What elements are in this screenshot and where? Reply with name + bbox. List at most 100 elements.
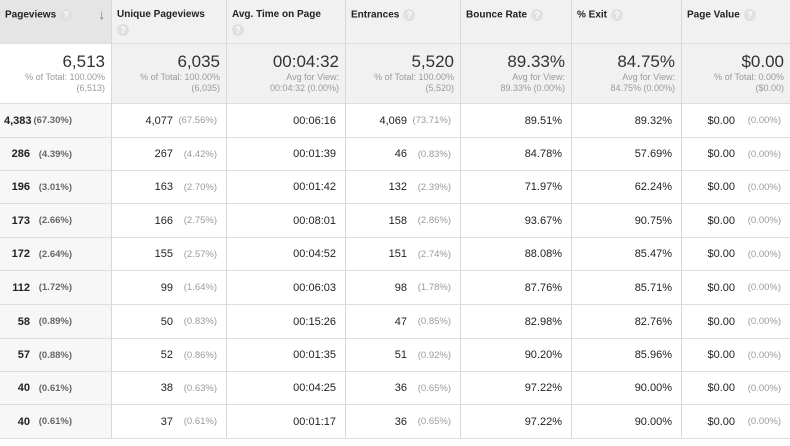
total-value: 00:04:32 (272, 52, 339, 71)
pageviews-value: 40 (17, 415, 30, 428)
page-value-value: $0.00 (707, 281, 735, 294)
page-value-percent: (0.00%) (747, 382, 781, 394)
pageviews-percent: (0.61%) (38, 416, 72, 427)
page-value-value: $0.00 (707, 415, 735, 428)
cell-entrances: 46 (0.83%) (346, 138, 461, 171)
total-percent: Avg for View: (512, 72, 565, 82)
unique-pageviews-value: 166 (154, 214, 173, 227)
cell-bounce-rate: 82.98% (461, 305, 572, 339)
entrances-percent: (0.65%) (417, 382, 451, 394)
pageviews-value: 58 (17, 315, 30, 328)
unique-pageviews-value: 37 (160, 415, 173, 428)
cell-page-value: $0.00 (0.00%) (682, 339, 790, 372)
total-absolute: 00:04:32 (0.00%) (269, 83, 339, 93)
cell-exit: 57.69% (572, 138, 682, 171)
cell-page-value: $0.00 (0.00%) (682, 405, 790, 439)
pageviews-value: 40 (17, 382, 30, 394)
cell-avg-time-on-page: 00:04:25 (227, 372, 346, 405)
sort-arrow-down-icon[interactable]: ↓ (98, 7, 106, 22)
cell-page-value: $0.00 (0.00%) (682, 271, 790, 305)
pageviews-percent: (1.72%) (38, 282, 72, 293)
cell-entrances: 4,069 (73.71%) (346, 104, 461, 138)
help-icon[interactable]: ? (117, 24, 129, 36)
help-icon[interactable]: ? (232, 24, 244, 36)
cell-page-value: $0.00 (0.00%) (682, 171, 790, 204)
cell-exit: 85.47% (572, 238, 682, 271)
cell-avg-time-on-page: 00:01:17 (227, 405, 346, 439)
cell-exit: 85.71% (572, 271, 682, 305)
cell-bounce-rate: 90.20% (461, 339, 572, 372)
cell-entrances: 36 (0.65%) (346, 372, 461, 405)
page-value-percent: (0.00%) (747, 115, 781, 126)
cell-unique-pageviews: 52 (0.86%) (112, 339, 227, 372)
page-value-percent: (0.00%) (747, 416, 781, 427)
cell-avg-time-on-page: 00:08:01 (227, 204, 346, 238)
total-avg-time-on-page: 00:04:32 Avg for View: 00:04:32 (0.00%) (227, 44, 346, 104)
help-icon[interactable]: ? (403, 9, 416, 21)
entrances-percent: (0.85%) (417, 316, 451, 327)
bounce-rate-value: 90.20% (524, 349, 562, 361)
page-value-value: $0.00 (707, 315, 735, 328)
total-page-value: $0.00 % of Total: 0.00% ($0.00) (682, 44, 790, 104)
total-percent: Avg for View: (622, 72, 675, 82)
exit-value: 85.96% (634, 349, 672, 361)
unique-pageviews-percent: (1.64%) (183, 282, 217, 293)
exit-value: 85.71% (634, 281, 672, 294)
header-label: Unique Pageviews (117, 9, 205, 20)
total-percent: % of Total: 100.00% (25, 72, 105, 82)
pageviews-value: 196 (11, 181, 30, 193)
header-exit[interactable]: % Exit? (572, 0, 682, 44)
cell-bounce-rate: 84.78% (461, 138, 572, 171)
header-pageviews[interactable]: Pageviews? ↓ (0, 0, 112, 44)
cell-unique-pageviews: 163 (2.70%) (112, 171, 227, 204)
cell-exit: 90.75% (572, 204, 682, 238)
bounce-rate-value: 71.97% (524, 181, 562, 193)
page-value-percent: (0.00%) (747, 248, 781, 260)
total-percent: % of Total: 0.00% (714, 72, 784, 82)
exit-value: 57.69% (634, 148, 672, 160)
entrances-value: 4,069 (379, 114, 407, 127)
pageviews-percent: (0.89%) (38, 316, 72, 327)
unique-pageviews-value: 38 (160, 382, 173, 394)
exit-value: 62.24% (634, 181, 672, 193)
header-avg-time-on-page[interactable]: Avg. Time on Page? (227, 0, 346, 44)
cell-unique-pageviews: 50 (0.83%) (112, 305, 227, 339)
entrances-percent: (73.71%) (412, 115, 451, 126)
header-page-value[interactable]: Page Value? (682, 0, 790, 44)
cell-avg-time-on-page: 00:15:26 (227, 305, 346, 339)
cell-bounce-rate: 93.67% (461, 204, 572, 238)
page-value-percent: (0.00%) (747, 215, 781, 226)
pageviews-value: 57 (17, 349, 30, 361)
entrances-percent: (2.39%) (417, 181, 451, 193)
exit-value: 89.32% (634, 114, 672, 127)
cell-page-value: $0.00 (0.00%) (682, 204, 790, 238)
entrances-value: 158 (388, 214, 407, 227)
help-icon[interactable]: ? (743, 9, 756, 21)
exit-value: 90.00% (634, 382, 672, 394)
total-percent: % of Total: 100.00% (374, 72, 454, 82)
header-entrances[interactable]: Entrances? (346, 0, 461, 44)
pageviews-value: 286 (11, 148, 30, 160)
total-unique-pageviews: 6,035 % of Total: 100.00% (6,035) (112, 44, 227, 104)
header-unique-pageviews[interactable]: Unique Pageviews? (112, 0, 227, 44)
total-entrances: 5,520 % of Total: 100.00% (5,520) (346, 44, 461, 104)
cell-unique-pageviews: 99 (1.64%) (112, 271, 227, 305)
exit-value: 85.47% (634, 248, 672, 260)
pageviews-value: 172 (11, 248, 30, 260)
cell-entrances: 151 (2.74%) (346, 238, 461, 271)
entrances-percent: (0.83%) (417, 148, 451, 160)
help-icon[interactable]: ? (611, 9, 624, 21)
header-bounce-rate[interactable]: Bounce Rate? (461, 0, 572, 44)
cell-avg-time-on-page: 00:01:39 (227, 138, 346, 171)
help-icon[interactable]: ? (60, 9, 73, 21)
pageviews-percent: (2.64%) (38, 248, 72, 260)
cell-entrances: 51 (0.92%) (346, 339, 461, 372)
cell-pageviews: 40 (0.61%) (0, 372, 112, 405)
cell-exit: 90.00% (572, 405, 682, 439)
entrances-value: 51 (394, 349, 407, 361)
total-absolute: 89.33% (0.00%) (500, 83, 565, 93)
help-icon[interactable]: ? (531, 9, 544, 21)
pageviews-percent: (0.88%) (38, 349, 72, 361)
total-value: 89.33% (507, 52, 565, 71)
